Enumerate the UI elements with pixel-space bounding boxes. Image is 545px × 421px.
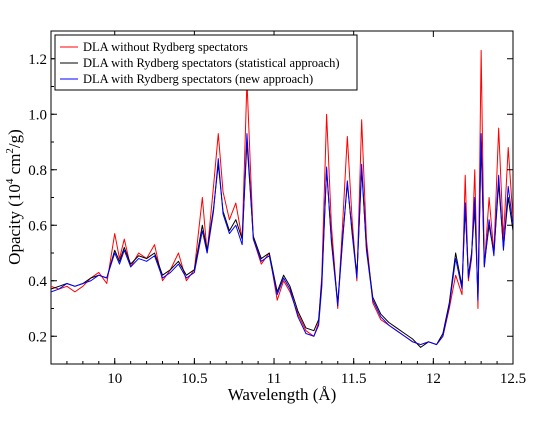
series-line-1 <box>51 49 513 346</box>
x-tick-label: 10.5 <box>181 371 207 387</box>
series-line-3 <box>51 133 513 346</box>
legend: DLA without Rydberg spectators DLA with R… <box>54 34 358 91</box>
ticks-layer: 10 10.5 11 11.5 12 12.5 0.2 0.4 0.6 0.8 1.0 1.2 <box>28 30 526 387</box>
y-tick-label: 0.2 <box>28 329 47 345</box>
legend-label-3: DLA with Rydberg spectators (new approac… <box>83 72 313 86</box>
y-tick-label: 1.2 <box>28 52 47 68</box>
x-axis-title: Wavelength (Å) <box>228 385 337 404</box>
x-tick-label: 11.5 <box>341 371 367 387</box>
y-tick-label: 0.6 <box>28 218 47 234</box>
series-line-2 <box>51 141 513 348</box>
y-axis-title: Opacity (104 cm2/g) <box>4 129 24 265</box>
y-tick-label: 1.0 <box>28 107 47 123</box>
x-tick-label: 11 <box>267 371 281 387</box>
y-tick-label: 0.8 <box>28 163 47 179</box>
legend-label-2: DLA with Rydberg spectators (statistical… <box>83 56 340 70</box>
x-tick-label: 12.5 <box>500 371 526 387</box>
x-tick-label: 12 <box>426 371 441 387</box>
legend-box <box>54 34 358 91</box>
series-layer <box>51 49 513 348</box>
x-tick-label: 10 <box>107 371 122 387</box>
y-tick-label: 0.4 <box>28 274 47 290</box>
legend-label-1: DLA without Rydberg spectators <box>83 40 248 54</box>
